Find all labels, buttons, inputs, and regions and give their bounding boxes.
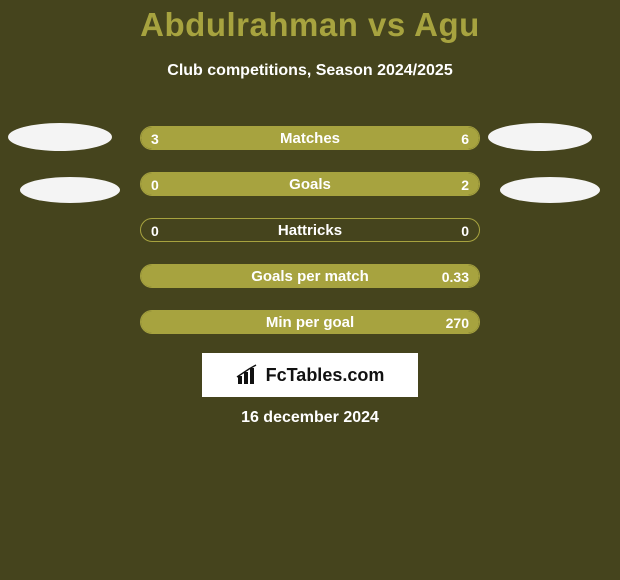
- player-right-ellipse: [488, 123, 592, 151]
- comparison-card: Abdulrahman vs Agu Club competitions, Se…: [0, 0, 620, 580]
- stat-value-left: 0: [151, 173, 159, 196]
- stat-value-right: 270: [446, 311, 469, 334]
- date-text: 16 december 2024: [0, 409, 620, 427]
- stat-label: Min per goal: [141, 311, 479, 334]
- stat-label: Goals per match: [141, 265, 479, 288]
- player-right-ellipse: [500, 177, 600, 203]
- stat-row: Goals per match0.33: [140, 264, 480, 288]
- stat-row: Min per goal270: [140, 310, 480, 334]
- stat-label: Goals: [141, 173, 479, 196]
- stat-row: Goals0 2: [140, 172, 480, 196]
- stat-row: Matches3 6: [140, 126, 480, 150]
- stat-label: Hattricks: [141, 219, 479, 242]
- bar-chart-icon: [236, 364, 260, 386]
- stat-value-right: 0.33: [442, 265, 469, 288]
- source-badge: FcTables.com: [202, 353, 418, 397]
- subtitle: Club competitions, Season 2024/2025: [0, 62, 620, 80]
- page-title: Abdulrahman vs Agu: [0, 6, 620, 44]
- stat-value-right: 6: [461, 127, 469, 150]
- stat-value-right: 0: [461, 219, 469, 242]
- source-badge-text: FcTables.com: [266, 365, 385, 386]
- stat-value-left: 0: [151, 219, 159, 242]
- stat-label: Matches: [141, 127, 479, 150]
- stat-value-left: 3: [151, 127, 159, 150]
- stat-row: Hattricks0 0: [140, 218, 480, 242]
- stat-value-right: 2: [461, 173, 469, 196]
- player-left-ellipse: [8, 123, 112, 151]
- player-left-ellipse: [20, 177, 120, 203]
